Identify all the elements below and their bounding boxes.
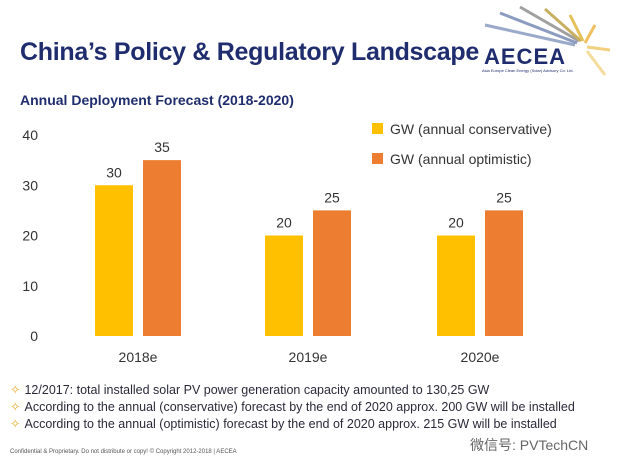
y-tick-label: 30: [22, 177, 38, 193]
footer-copyright: Confidential & Proprietary. Do not distr…: [10, 449, 237, 455]
legend-swatch: [372, 153, 383, 164]
watermark: 微信号: PVTechCN: [470, 437, 589, 453]
data-label: 20: [276, 215, 292, 231]
logo-sunburst-icon: [484, 5, 611, 76]
bullet-text: 12/2017: total installed solar PV power …: [24, 383, 490, 397]
legend-swatch: [372, 123, 383, 134]
data-label: 25: [496, 189, 512, 205]
bullet-item: ✧ According to the annual (conservative) …: [10, 399, 575, 416]
bullet-text: According to the annual (conservative) f…: [24, 400, 575, 414]
diamond-bullet-icon: ✧: [10, 383, 21, 397]
data-label: 35: [154, 139, 170, 155]
data-label: 25: [324, 189, 340, 205]
diamond-bullet-icon: ✧: [10, 400, 21, 414]
chart-subtitle: Annual Deployment Forecast (2018-2020): [20, 92, 294, 108]
bar-chart: 0 10 20 30 40 30 35 2018e 20 25 2019e 20 25 2020e GW (…: [22, 121, 552, 365]
bar-2020e-optimistic: [485, 210, 523, 336]
bullet-text: According to the annual (optimistic) for…: [24, 417, 557, 431]
logo-tagline: Asia Europe Clean Energy (Solar) Advisor…: [482, 68, 574, 73]
bar-2019e-conservative: [265, 235, 303, 336]
x-tick-label: 2018e: [119, 349, 158, 365]
y-tick-label: 10: [22, 278, 38, 294]
x-tick-label: 2019e: [289, 349, 328, 365]
y-tick-label: 0: [30, 328, 38, 344]
data-label: 30: [106, 164, 122, 180]
logo-name: AECEA: [484, 44, 567, 69]
y-tick-label: 40: [22, 127, 38, 143]
page-title: China’s Policy & Regulatory Landscape: [20, 38, 479, 66]
y-tick-label: 20: [22, 228, 38, 244]
data-label: 20: [448, 215, 464, 231]
bar-2019e-optimistic: [313, 210, 351, 336]
bullet-item: ✧ 12/2017: total installed solar PV power…: [10, 382, 575, 399]
bar-2018e-optimistic: [143, 160, 181, 336]
legend-label: GW (annual conservative): [390, 121, 552, 137]
legend-label: GW (annual optimistic): [390, 151, 532, 167]
bullet-item: ✧ According to the annual (optimistic) fo…: [10, 416, 575, 433]
bullet-list: ✧ 12/2017: total installed solar PV power…: [10, 382, 575, 433]
bar-2020e-conservative: [437, 235, 475, 336]
diamond-bullet-icon: ✧: [10, 417, 21, 431]
bar-2018e-conservative: [95, 185, 133, 336]
x-tick-label: 2020e: [461, 349, 500, 365]
